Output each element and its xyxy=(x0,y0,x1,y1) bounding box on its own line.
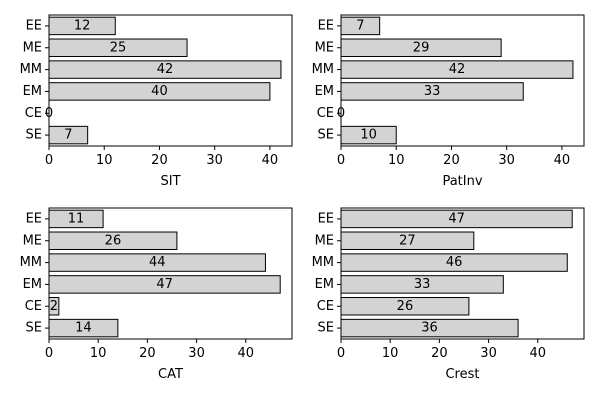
y-tick-label-ce: CE xyxy=(25,299,42,314)
bar-label-mm: 46 xyxy=(446,255,463,270)
y-tick-label-ee: EE xyxy=(318,211,334,226)
y-tick-label-em: EM xyxy=(315,277,334,292)
bar-label-ee: 12 xyxy=(74,18,91,33)
x-tick-label: 10 xyxy=(382,346,399,361)
bar-label-ee: 11 xyxy=(68,211,85,226)
bar-label-mm: 44 xyxy=(149,255,166,270)
y-tick-label-ee: EE xyxy=(318,18,334,33)
y-tick-label-mm: MM xyxy=(20,255,42,270)
x-tick-label: 20 xyxy=(443,153,460,168)
x-tick-label: 20 xyxy=(151,153,168,168)
y-tick-label-me: ME xyxy=(315,40,334,55)
x-axis-label: Crest xyxy=(445,367,479,382)
bar-label-ce: 26 xyxy=(397,299,414,314)
bar-label-se: 14 xyxy=(75,321,92,336)
y-tick-label-ce: CE xyxy=(317,299,334,314)
bar-label-me: 25 xyxy=(110,40,127,55)
x-tick-label: 30 xyxy=(188,346,205,361)
y-tick-label-em: EM xyxy=(315,84,334,99)
bar-label-mm: 42 xyxy=(449,62,466,77)
x-tick-label: 0 xyxy=(45,153,53,168)
y-tick-label-mm: MM xyxy=(312,62,334,77)
subplot-crest: EE 47 ME 27 MM 46 EM 33 CE 26 SE 36 0 10 20 30 40 Crest xyxy=(312,207,585,382)
bar-label-em: 40 xyxy=(151,84,168,99)
y-tick-label-se: SE xyxy=(318,128,334,143)
bar-label-se: 10 xyxy=(360,128,377,143)
x-tick-label: 10 xyxy=(96,153,113,168)
x-tick-label: 40 xyxy=(554,153,571,168)
y-tick-label-me: ME xyxy=(23,233,42,248)
x-tick-label: 40 xyxy=(262,153,279,168)
bar-label-se: 7 xyxy=(64,128,72,143)
x-tick-label: 0 xyxy=(45,346,53,361)
x-axis-label: PatInv xyxy=(442,174,482,189)
y-tick-label-ee: EE xyxy=(26,18,42,33)
subplot-cat: EE 11 ME 26 MM 44 EM 47 CE 2 SE 14 0 10 20 30 40 CAT xyxy=(20,207,293,382)
bar-label-se: 36 xyxy=(421,321,438,336)
y-tick-label-ee: EE xyxy=(26,211,42,226)
y-tick-label-ce: CE xyxy=(317,106,334,121)
y-tick-label-me: ME xyxy=(315,233,334,248)
y-tick-label-se: SE xyxy=(318,321,334,336)
bar-label-em: 33 xyxy=(414,277,431,292)
x-tick-label: 40 xyxy=(529,346,546,361)
x-axis-label: SIT xyxy=(160,174,180,189)
y-tick-label-mm: MM xyxy=(20,62,42,77)
plot-frame xyxy=(340,207,585,340)
x-tick-label: 0 xyxy=(337,346,345,361)
x-tick-label: 20 xyxy=(139,346,156,361)
x-tick-label: 40 xyxy=(237,346,254,361)
plot-frame xyxy=(48,14,293,147)
x-tick-label: 10 xyxy=(388,153,405,168)
y-tick-label-mm: MM xyxy=(312,255,334,270)
y-tick-label-em: EM xyxy=(23,84,42,99)
x-tick-label: 30 xyxy=(206,153,223,168)
y-tick-label-se: SE xyxy=(26,128,42,143)
x-tick-label: 0 xyxy=(337,153,345,168)
x-tick-label: 20 xyxy=(431,346,448,361)
x-axis-label: CAT xyxy=(158,367,183,382)
x-tick-label: 30 xyxy=(498,153,515,168)
y-tick-label-se: SE xyxy=(26,321,42,336)
bar-label-em: 33 xyxy=(424,84,441,99)
plot-frame xyxy=(340,14,585,147)
y-tick-label-em: EM xyxy=(23,277,42,292)
plot-frame xyxy=(48,207,293,340)
y-tick-label-ce: CE xyxy=(25,106,42,121)
bar-label-mm: 42 xyxy=(157,62,174,77)
x-tick-label: 30 xyxy=(480,346,497,361)
bar-label-ee: 7 xyxy=(356,18,364,33)
y-tick-label-me: ME xyxy=(23,40,42,55)
bar-label-me: 27 xyxy=(399,233,416,248)
bar-label-em: 47 xyxy=(156,277,173,292)
bar-label-me: 26 xyxy=(105,233,122,248)
x-tick-label: 10 xyxy=(90,346,107,361)
bar-label-ce: 2 xyxy=(50,299,58,314)
bar-label-ee: 47 xyxy=(448,211,465,226)
bar-label-me: 29 xyxy=(413,40,430,55)
